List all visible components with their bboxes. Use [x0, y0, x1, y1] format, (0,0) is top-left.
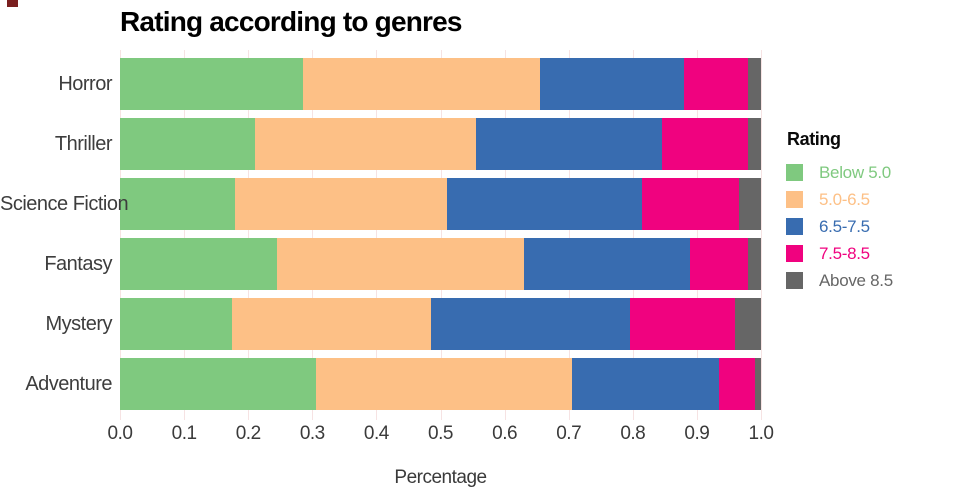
segment-5.0-6.5 — [277, 238, 524, 290]
x-tick-label: 0.6 — [492, 423, 518, 444]
x-axis-label: Percentage — [394, 467, 487, 488]
legend-swatch — [786, 164, 803, 181]
segment-6.5-7.5 — [571, 358, 720, 410]
legend-item: Above 8.5 — [786, 267, 956, 294]
segment-6.5-7.5 — [430, 298, 630, 350]
x-tick-label: 1.0 — [748, 423, 774, 444]
segment-above-8.5 — [735, 298, 761, 350]
segment-above-8.5 — [748, 118, 761, 170]
gridline — [696, 50, 698, 420]
bar-mystery — [120, 298, 761, 350]
legend-item: Below 5.0 — [786, 159, 956, 186]
genre-label: Adventure — [25, 373, 112, 395]
legend-item-label: 5.0-6.5 — [819, 189, 870, 209]
segment-5.0-6.5 — [302, 58, 540, 110]
segment-below-5.0 — [120, 298, 233, 350]
legend-item: 7.5-8.5 — [786, 240, 956, 267]
segment-5.0-6.5 — [235, 178, 447, 230]
segment-6.5-7.5 — [475, 118, 662, 170]
gridline — [120, 50, 121, 420]
gridline — [568, 50, 570, 420]
legend-swatch — [786, 191, 803, 208]
gridline — [632, 50, 634, 420]
bar-fantasy — [120, 238, 761, 290]
segment-below-5.0 — [120, 358, 316, 410]
legend-items: Below 5.0 5.0-6.5 6.5-7.5 7.5-8.5 Above 8.5 — [786, 159, 956, 294]
legend-item-label: 6.5-7.5 — [819, 216, 870, 236]
segment-5.0-6.5 — [254, 118, 476, 170]
segment-7.5-8.5 — [690, 238, 749, 290]
plot-area — [120, 50, 762, 420]
x-tick-label: 0.7 — [556, 423, 582, 444]
genre-label: Horror — [58, 73, 112, 95]
genre-label: Fantasy — [44, 253, 112, 275]
legend-item-label: Below 5.0 — [819, 162, 891, 182]
segment-6.5-7.5 — [539, 58, 685, 110]
legend-item-label: 7.5-8.5 — [819, 243, 870, 263]
legend-swatch — [786, 245, 803, 262]
segment-7.5-8.5 — [661, 118, 749, 170]
legend-swatch — [786, 218, 803, 235]
segment-7.5-8.5 — [629, 298, 736, 350]
bar-horror — [120, 58, 761, 110]
gridline — [184, 50, 186, 420]
legend-item: 5.0-6.5 — [786, 186, 956, 213]
chart-title: Rating according to genres — [120, 6, 463, 37]
x-tick-label: 0.5 — [428, 423, 453, 444]
x-tick-label: 0.8 — [620, 423, 646, 444]
segment-6.5-7.5 — [446, 178, 643, 230]
x-axis-ticks: 0.0 0.1 0.2 0.3 0.4 0.5 0.6 0.7 0.8 0.9 1.0 — [108, 423, 774, 445]
corner-artifact-square — [7, 0, 18, 7]
legend: Rating Below 5.0 5.0-6.5 6.5-7.5 7.5-8.5 Abo… — [786, 129, 956, 294]
segment-above-8.5 — [754, 358, 761, 410]
gridline — [376, 50, 378, 420]
legend-title: Rating — [787, 129, 841, 149]
gridline — [248, 50, 250, 420]
segment-6.5-7.5 — [523, 238, 691, 290]
x-tick-label: 0.4 — [363, 423, 389, 444]
x-tick-label: 0.9 — [684, 423, 710, 444]
segment-above-8.5 — [748, 58, 761, 110]
bar-science-fiction — [120, 178, 761, 230]
segment-below-5.0 — [120, 118, 255, 170]
gridline — [440, 50, 442, 420]
segment-5.0-6.5 — [232, 298, 431, 350]
segment-below-5.0 — [120, 58, 303, 110]
gridline — [504, 50, 506, 420]
legend-item: 6.5-7.5 — [786, 213, 956, 240]
x-tick-label: 0.0 — [107, 423, 133, 444]
genre-label: Mystery — [45, 313, 113, 335]
segment-5.0-6.5 — [315, 358, 572, 410]
segment-below-5.0 — [120, 178, 236, 230]
genre-label: Thriller — [54, 133, 113, 155]
gridline — [312, 50, 314, 420]
x-tick-label: 0.3 — [299, 423, 325, 444]
segment-above-8.5 — [748, 238, 761, 290]
segment-7.5-8.5 — [684, 58, 749, 110]
bar-adventure — [120, 358, 761, 410]
segment-above-8.5 — [738, 178, 761, 230]
x-tick-label: 0.2 — [235, 423, 261, 444]
x-tick-label: 0.1 — [171, 423, 197, 444]
legend-item-label: Above 8.5 — [819, 270, 893, 290]
gridline — [761, 50, 762, 420]
segment-below-5.0 — [120, 238, 278, 290]
segment-7.5-8.5 — [642, 178, 739, 230]
legend-swatch — [786, 272, 803, 289]
genre-label: Science Fiction — [0, 193, 129, 215]
segment-7.5-8.5 — [719, 358, 755, 410]
bar-thriller — [120, 118, 761, 170]
